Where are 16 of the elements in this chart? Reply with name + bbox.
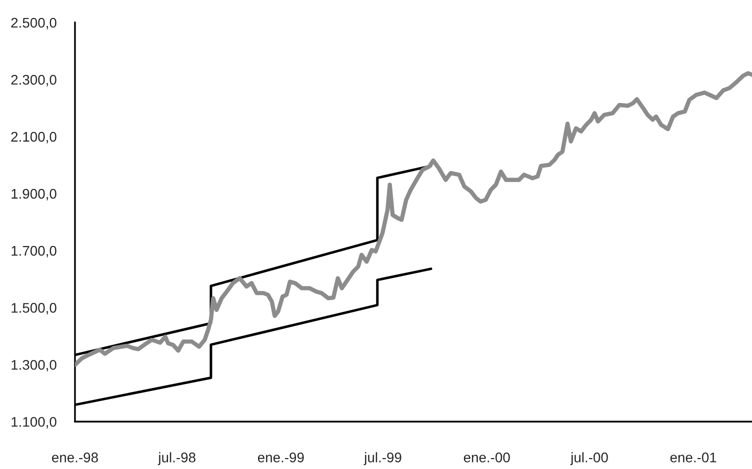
x-tick-label: jul.-99 bbox=[364, 452, 402, 466]
y-tick-label: 1.100,0 bbox=[12, 416, 56, 428]
line-series bbox=[74, 71, 752, 367]
y-tick-label: 1.500,0 bbox=[12, 302, 56, 314]
y-tick-label: 2.300,0 bbox=[11, 74, 56, 86]
x-tick-label: ene.-98 bbox=[52, 452, 98, 462]
x-tick-label: ene.-99 bbox=[258, 452, 304, 462]
y-tick-label: 2.500,0 bbox=[11, 18, 56, 30]
y-tick-label: 1.700,0 bbox=[12, 246, 56, 258]
x-tick-label: ene.-00 bbox=[464, 452, 510, 462]
y-tick-label: 2.100,0 bbox=[11, 132, 56, 144]
y-tick-label: 1.300,0 bbox=[12, 360, 56, 372]
y-tick-label: 1.900,0 bbox=[12, 188, 56, 200]
x-tick-label: jul.-98 bbox=[158, 452, 196, 466]
x-tick-label: ene.-01 bbox=[670, 452, 716, 462]
x-tick-label: jul.-00 bbox=[570, 452, 608, 466]
